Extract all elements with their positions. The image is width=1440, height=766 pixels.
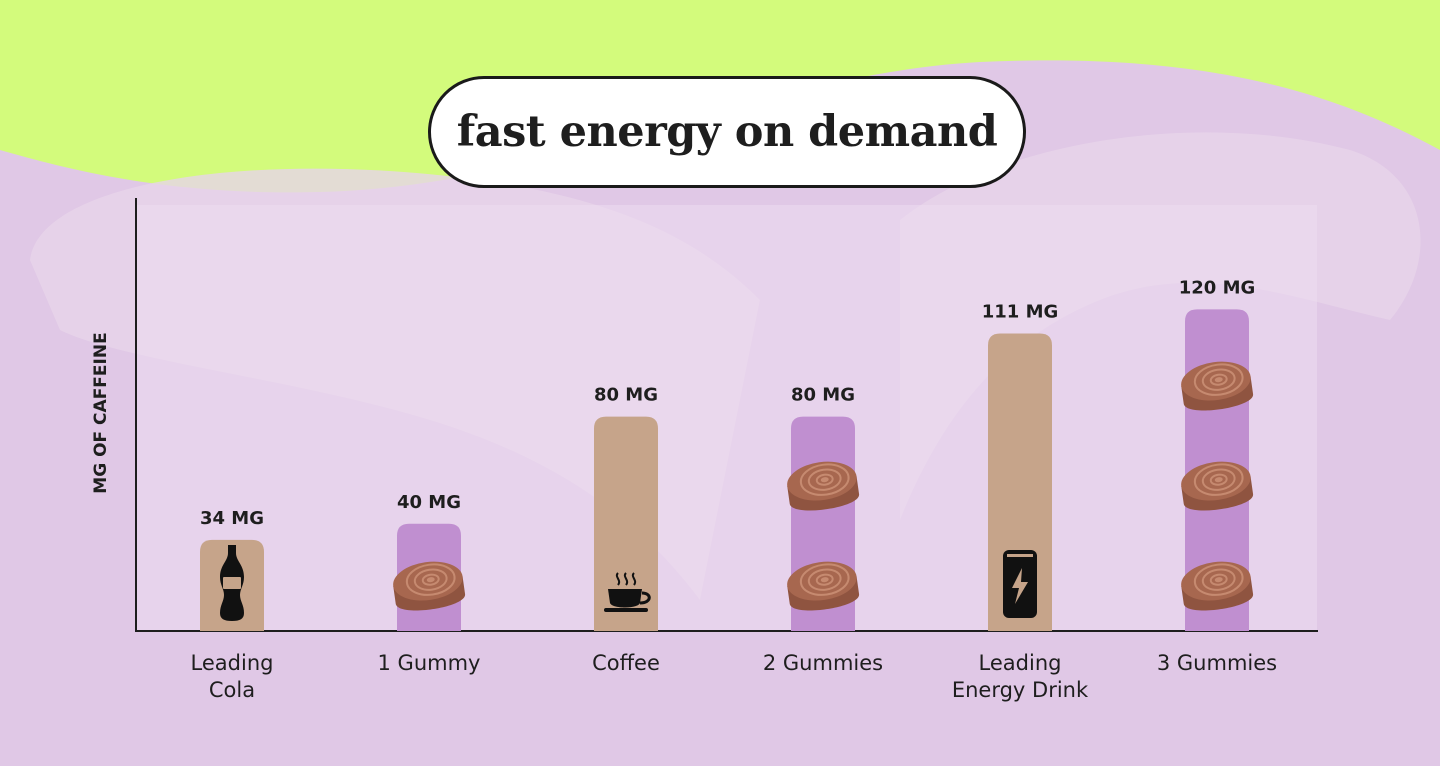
x-tick-label: 2 Gummies [763, 651, 883, 675]
gummy-icon [787, 561, 860, 611]
bar [594, 416, 658, 631]
bar-value-label: 34 MG [200, 508, 264, 529]
plot-area-wash [137, 205, 1317, 630]
x-tick-label: 3 Gummies [1157, 651, 1277, 675]
energy-can-icon [1003, 550, 1037, 618]
x-tick-label: Coffee [592, 651, 660, 675]
gummy-icon [393, 561, 466, 611]
bar-value-label: 111 MG [982, 302, 1059, 323]
bar-group: 34 MG Leading Cola [191, 508, 274, 702]
bar-group: 40 MG 1 Gummy [378, 492, 481, 675]
soda-bottle-icon [220, 545, 244, 621]
bar-value-label: 80 MG [594, 385, 658, 406]
bar-group: 80 MG Coffee [592, 385, 660, 675]
x-tick-label: Energy Drink [952, 678, 1089, 702]
bar-value-label: 40 MG [397, 492, 461, 513]
chart-title: fast energy on demand [456, 107, 998, 157]
bar-group: 80 MG 2 Gummies [763, 385, 883, 675]
gummy-icon [787, 461, 860, 511]
gummy-icon [1181, 461, 1254, 511]
coffee-cup-icon [604, 572, 651, 612]
bar-value-label: 80 MG [791, 385, 855, 406]
x-tick-label: Leading [191, 651, 274, 675]
bar-group: 120 MG 3 Gummies [1157, 277, 1277, 675]
title-pill: fast energy on demand [428, 76, 1026, 188]
x-tick-label: 1 Gummy [378, 651, 481, 675]
x-tick-label: Cola [209, 678, 255, 702]
x-tick-label: Leading [979, 651, 1062, 675]
bar-group: 111 MG Leading Energy Drink [952, 302, 1089, 702]
gummy-icon [1181, 361, 1254, 411]
bar-value-label: 120 MG [1179, 277, 1256, 298]
gummy-icon [1181, 561, 1254, 611]
